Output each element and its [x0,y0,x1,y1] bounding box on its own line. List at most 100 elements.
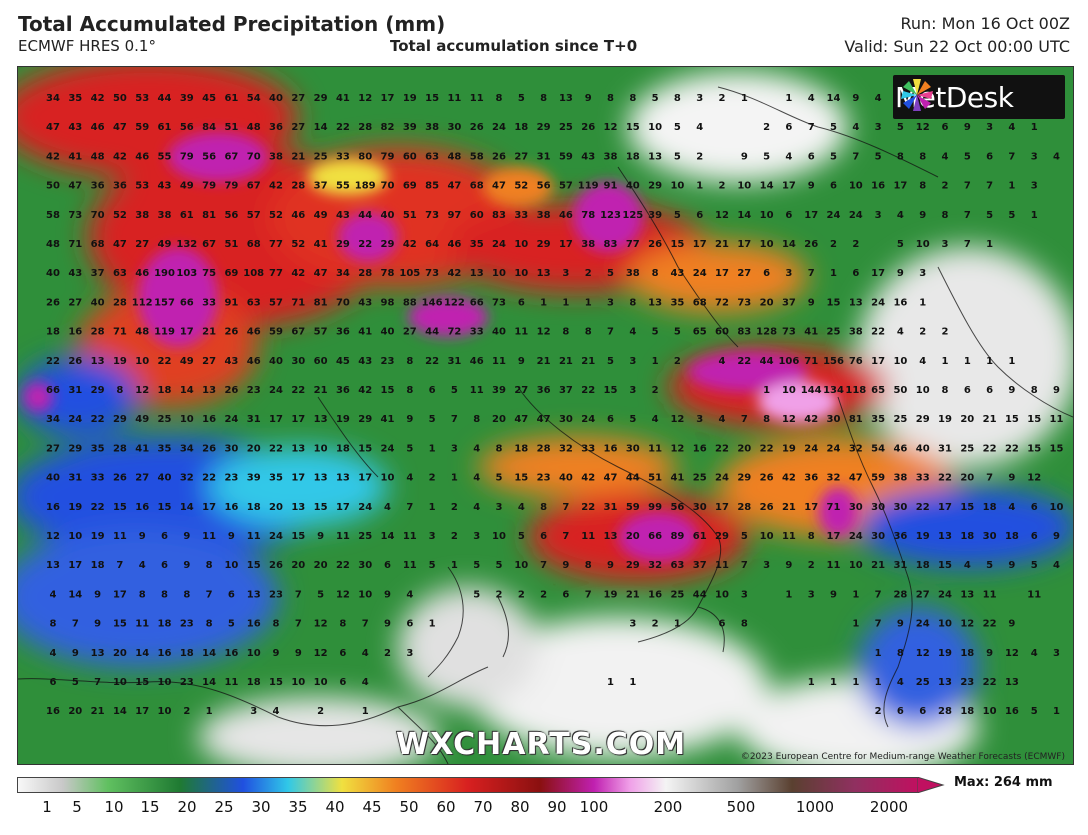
grid-value: 41 [336,93,350,104]
grid-value: 28 [938,706,952,717]
grid-value: 53 [135,93,149,104]
grid-value: 10 [715,589,729,600]
grid-value: 40 [269,356,283,367]
grid-value: 14 [737,210,751,221]
grid-value: 156 [823,356,844,367]
grid-value: 24 [871,297,885,308]
grid-value: 35 [68,93,82,104]
grid-value: 56 [224,210,238,221]
scale-tick-label: 30 [251,798,271,816]
grid-value: 10 [113,677,127,688]
grid-value: 5 [674,210,681,221]
grid-value: 119 [154,327,175,338]
grid-value: 70 [247,151,261,162]
grid-value: 7 [986,181,993,192]
grid-value: 56 [670,502,684,513]
grid-value: 16 [893,297,907,308]
grid-value: 67 [291,327,305,338]
grid-value: 1 [607,677,614,688]
grid-value: 12 [358,93,372,104]
scale-tick-label: 60 [436,798,456,816]
grid-value: 6 [339,677,346,688]
grid-value: 61 [158,122,172,133]
grid-value: 99 [648,502,662,513]
grid-value: 14 [827,93,841,104]
grid-value: 7 [741,560,748,571]
grid-value: 19 [938,414,952,425]
grid-value: 12 [670,443,684,454]
scale-tick-label: 100 [579,798,609,816]
grid-value: 43 [358,356,372,367]
grid-value: 12 [135,385,149,396]
grid-value: 12 [604,122,618,133]
grid-value: 7 [116,560,123,571]
grid-value: 16 [224,648,238,659]
grid-value: 32 [648,560,662,571]
grid-value: 2 [674,356,681,367]
grid-value: 6 [562,589,569,600]
grid-value: 16 [1005,706,1019,717]
grid-value: 21 [559,356,573,367]
grid-value: 8 [562,327,569,338]
grid-value: 25 [693,473,707,484]
grid-value: 4 [1031,648,1038,659]
grid-value: 20 [760,297,774,308]
grid-value: 8 [629,93,636,104]
grid-value: 8 [919,181,926,192]
grid-value: 20 [113,648,127,659]
grid-value: 1 [964,356,971,367]
grid-value: 2 [451,502,458,513]
grid-value: 11 [202,531,216,542]
scale-tick-label: 40 [325,798,345,816]
grid-value: 29 [68,443,82,454]
grid-value: 6 [897,706,904,717]
grid-value: 57 [314,327,328,338]
grid-value: 10 [760,531,774,542]
grid-value: 13 [648,151,662,162]
grid-value: 11 [581,531,595,542]
grid-value: 21 [871,560,885,571]
grid-value: 2 [451,531,458,542]
grid-value: 15 [135,677,149,688]
grid-value: 71 [291,297,305,308]
grid-value: 10 [983,706,997,717]
grid-value: 5 [897,122,904,133]
grid-value: 10 [180,414,194,425]
grid-value: 63 [247,297,261,308]
grid-value: 29 [715,531,729,542]
grid-value: 12 [537,327,551,338]
grid-value: 9 [585,93,592,104]
grid-value: 51 [224,239,238,250]
grid-value: 73 [492,297,506,308]
grid-value: 31 [247,414,261,425]
grid-value: 5 [964,151,971,162]
grid-value: 5 [429,560,436,571]
grid-value: 12 [1005,648,1019,659]
grid-value: 29 [381,239,395,250]
grid-value: 10 [514,560,528,571]
grid-value: 19 [938,648,952,659]
grid-value: 3 [696,93,703,104]
precipitation-map[interactable]: 34 35 42 50 53 44 39 45 61 54 40 27 29 41 12 17 19 15 11 11… [17,66,1074,765]
color-scale-legend: Max: 264 mm 1 5 10 15 20 25 30 35 40 45 50 60 70 80 90… [17,775,1072,822]
grid-value: 81 [849,414,863,425]
grid-value: 6 [384,560,391,571]
scale-tick-label: 45 [362,798,382,816]
grid-value: 7 [295,589,302,600]
grid-value: 18 [46,327,60,338]
grid-value: 30 [827,414,841,425]
grid-value: 7 [852,151,859,162]
grid-value: 13 [960,589,974,600]
grid-value: 42 [291,268,305,279]
grid-value: 12 [314,648,328,659]
grid-value: 1 [585,297,592,308]
grid-value: 4 [808,93,815,104]
grid-value: 9 [384,619,391,630]
grid-value: 1 [206,706,213,717]
grid-value: 40 [46,473,60,484]
grid-value: 21 [537,356,551,367]
grid-value: 10 [938,619,952,630]
grid-value: 22 [1005,443,1019,454]
grid-value: 20 [291,560,305,571]
grid-value: 28 [113,297,127,308]
